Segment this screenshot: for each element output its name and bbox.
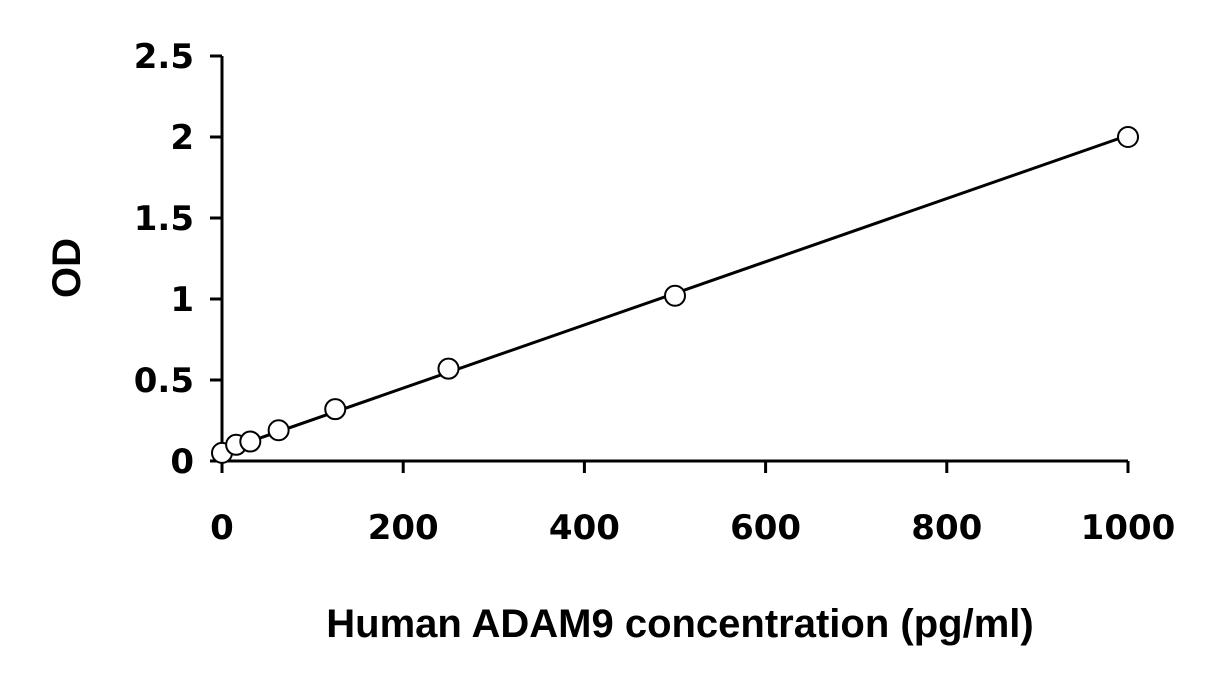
data-point	[267, 419, 290, 442]
x-tick-label: 200	[368, 508, 439, 548]
x-tick-label: 800	[911, 508, 982, 548]
data-point	[324, 398, 347, 421]
x-tick-label: 400	[549, 508, 620, 548]
data-point	[1117, 126, 1139, 148]
x-tick-label: 1000	[1081, 508, 1176, 548]
x-tick-label: 0	[210, 508, 234, 548]
x-axis-title: Human ADAM9 concentration (pg/ml)	[326, 602, 1033, 646]
data-point	[437, 357, 460, 380]
y-ticks: 0 0.5 1 1.5 2 2.5	[134, 37, 222, 482]
y-axis-title: OD	[45, 238, 89, 298]
y-tick-label: 1.5	[134, 199, 194, 239]
y-tick-label: 2	[170, 118, 194, 158]
y-tick-label: 2.5	[134, 37, 194, 77]
x-ticks: 0 200 400 600 800 1000	[210, 461, 1175, 548]
data-point	[239, 430, 262, 453]
data-point	[664, 284, 686, 307]
axes	[220, 56, 1128, 463]
x-tick-label: 600	[730, 508, 801, 548]
data-points	[211, 126, 1139, 464]
y-tick-label: 0.5	[134, 361, 194, 401]
y-tick-label: 0	[170, 442, 194, 482]
y-tick-label: 1	[170, 280, 194, 320]
